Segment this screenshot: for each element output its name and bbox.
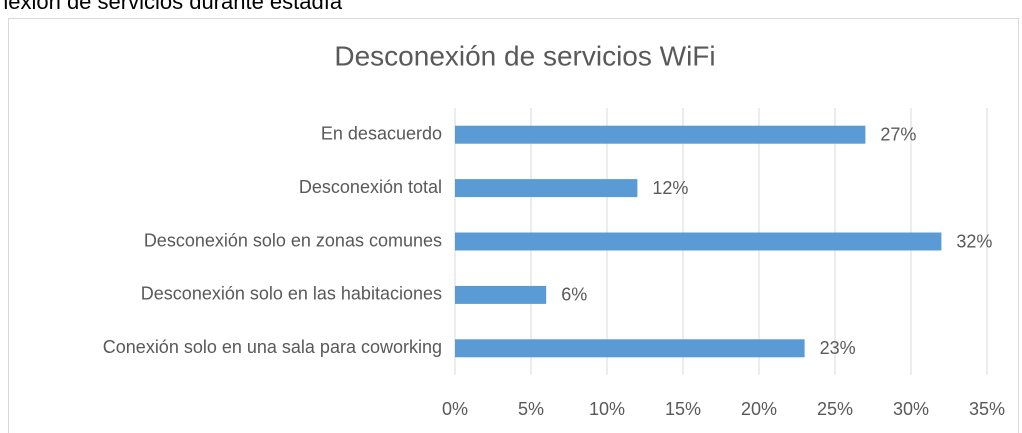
y-tick-label: Desconexión solo en zonas comunes [144, 230, 442, 250]
value-label: 6% [561, 285, 587, 305]
x-tick-label: 10% [589, 399, 625, 419]
page-heading: nexión de servicios durante estadía [0, 0, 343, 14]
y-tick-label: Desconexión solo en las habitaciones [141, 284, 442, 304]
bar [455, 339, 805, 358]
y-tick-label: En desacuerdo [321, 123, 442, 143]
x-tick-label: 35% [969, 399, 1005, 419]
x-tick-label: 25% [817, 399, 853, 419]
x-tick-label: 0% [442, 399, 468, 419]
chart-border [8, 18, 1019, 433]
x-tick-label: 5% [518, 399, 544, 419]
value-label: 27% [880, 124, 916, 144]
bar [455, 285, 547, 304]
x-tick-label: 20% [741, 399, 777, 419]
y-tick-label: Desconexión total [299, 177, 442, 197]
value-label: 32% [956, 231, 992, 251]
x-tick-label: 15% [665, 399, 701, 419]
chart-title: Desconexión de servicios WiFi [334, 40, 715, 71]
bar [455, 179, 638, 198]
bar [455, 232, 942, 251]
bar [455, 125, 866, 144]
x-tick-label: 30% [893, 399, 929, 419]
value-label: 12% [652, 178, 688, 198]
y-tick-label: Conexión solo en una sala para coworking [103, 337, 442, 357]
value-label: 23% [820, 338, 856, 358]
